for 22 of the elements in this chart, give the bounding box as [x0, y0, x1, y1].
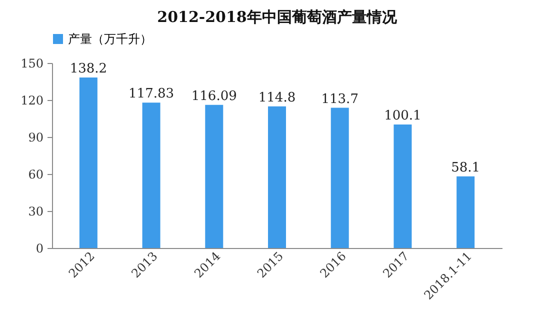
chart-title: 2012-2018年中国葡萄酒产量情况 [157, 8, 398, 26]
data-label: 117.83 [128, 86, 174, 102]
data-label: 138.2 [70, 62, 108, 77]
bar [394, 124, 412, 248]
data-label: 58.1 [451, 160, 480, 176]
data-label: 114.8 [258, 90, 296, 106]
data-label: 116.09 [191, 88, 237, 104]
y-tick-label: 90 [28, 130, 44, 144]
bar [205, 104, 224, 248]
legend-label: 产量（万千升） [68, 32, 152, 46]
y-tick-label: 60 [28, 168, 44, 182]
bar [456, 176, 475, 248]
bar [268, 106, 286, 248]
bar [79, 78, 98, 248]
bar [142, 102, 160, 248]
data-label: 113.7 [321, 92, 358, 107]
y-tick-label: 0 [36, 242, 44, 256]
bar [330, 108, 349, 248]
y-tick-label: 30 [28, 204, 44, 218]
y-tick-label: 150 [20, 56, 44, 70]
y-tick-label: 120 [20, 94, 44, 108]
data-label: 100.1 [384, 108, 422, 124]
